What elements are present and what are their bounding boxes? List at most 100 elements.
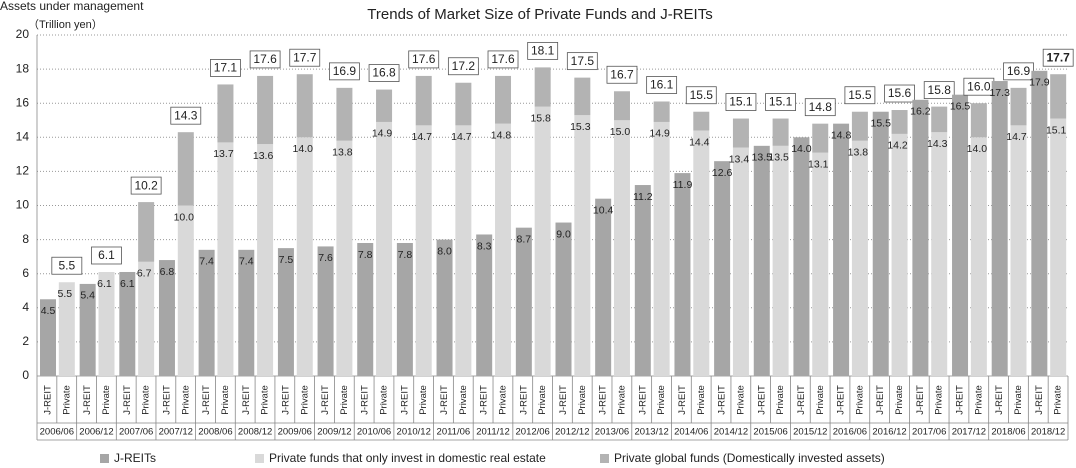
bar — [40, 299, 56, 376]
bar-label: J-REIT — [717, 385, 728, 415]
total-label: 17.7 — [1046, 50, 1070, 64]
x-tick-label: 2006/06 — [40, 427, 74, 438]
x-tick-label: 2007/06 — [119, 427, 153, 438]
x-tick-label: 2007/12 — [159, 427, 193, 438]
value-label: 6.1 — [97, 278, 112, 290]
x-tick-label: 2018/12 — [1031, 427, 1065, 438]
bar — [396, 243, 413, 376]
bar-label: Private — [61, 385, 72, 415]
x-tick-label: 2016/12 — [872, 427, 906, 438]
total-box — [527, 41, 559, 60]
bar — [138, 261, 155, 376]
value-label: 15.0 — [610, 126, 631, 138]
total-box — [844, 86, 876, 105]
x-tick-label: 2015/12 — [793, 427, 827, 438]
bar-label: Private — [934, 385, 945, 415]
bar — [217, 142, 234, 376]
total-box — [289, 48, 321, 67]
value-label: 13.7 — [213, 148, 234, 160]
bar — [891, 110, 908, 134]
bar — [138, 202, 155, 262]
value-label: 9.0 — [556, 228, 571, 240]
total-label: 17.7 — [293, 50, 317, 64]
bar — [872, 111, 889, 376]
value-label: 17.3 — [989, 87, 1010, 99]
value-label: 7.4 — [199, 256, 214, 268]
bar — [851, 140, 868, 376]
x-tick-label: 2011/12 — [476, 427, 510, 438]
total-box — [566, 52, 598, 71]
value-label: 14.0 — [791, 143, 812, 155]
bar-label: Private — [101, 385, 112, 415]
total-label: 16.8 — [372, 66, 396, 80]
bar — [217, 84, 234, 143]
total-box — [329, 62, 360, 81]
bar-label: J-REIT — [241, 385, 252, 415]
bar-label: J-REIT — [122, 385, 133, 415]
bar-label: J-REIT — [439, 385, 450, 415]
bar — [119, 271, 136, 376]
x-tick-label: 2006/12 — [79, 427, 113, 438]
total-box — [170, 106, 202, 125]
value-label: 14.9 — [649, 128, 670, 140]
total-box — [646, 76, 678, 94]
bar — [714, 161, 731, 376]
bar — [79, 283, 96, 376]
bar-label: Private — [379, 385, 390, 415]
value-label: 6.8 — [160, 266, 175, 278]
bar-label: Private — [260, 385, 271, 415]
x-tick-label: 2009/12 — [317, 427, 351, 438]
y-tick-label: 2 — [22, 334, 29, 348]
value-label: 10.4 — [593, 204, 614, 216]
bar — [357, 243, 374, 376]
value-label: 13.5 — [768, 152, 789, 164]
bar-label: J-REIT — [598, 385, 609, 415]
total-label: 17.5 — [571, 54, 595, 68]
total-box — [884, 84, 915, 103]
total-box — [1042, 48, 1074, 67]
bar — [495, 75, 512, 124]
bar — [455, 125, 472, 377]
bar — [436, 239, 453, 376]
value-label: 8.7 — [517, 233, 532, 245]
value-label: 11.2 — [633, 191, 653, 203]
total-label: 16.9 — [333, 64, 357, 78]
bar — [415, 125, 432, 377]
total-label: 17.2 — [452, 59, 476, 73]
bar-label: Private — [1013, 385, 1024, 415]
total-label: 6.1 — [98, 248, 115, 262]
total-box — [447, 57, 479, 76]
bar-label: J-REIT — [201, 385, 212, 415]
bar-label: J-REIT — [915, 385, 926, 415]
total-box — [408, 50, 440, 69]
y-tick-label: 14 — [16, 129, 30, 143]
total-label: 17.6 — [412, 52, 436, 66]
legend-swatch — [255, 454, 264, 463]
legend-swatch — [600, 454, 609, 463]
bar — [1010, 125, 1027, 377]
value-label: 13.8 — [848, 146, 869, 158]
bar-label: Private — [735, 385, 746, 415]
bar — [376, 121, 393, 376]
total-box — [51, 256, 83, 275]
value-label: 13.5 — [752, 152, 773, 164]
total-label: 16.9 — [1007, 64, 1031, 78]
total-label: 15.1 — [729, 95, 753, 109]
bar — [812, 152, 829, 376]
bar — [198, 249, 215, 376]
total-label: 15.6 — [888, 86, 912, 100]
bar-label: J-REIT — [1034, 385, 1045, 415]
x-tick-label: 2012/06 — [516, 427, 550, 438]
x-tick-label: 2018/06 — [991, 427, 1025, 438]
bar — [574, 77, 591, 116]
bar-label: J-REIT — [360, 385, 371, 415]
bar — [336, 87, 353, 141]
value-label: 14.8 — [491, 129, 512, 141]
total-label: 5.5 — [58, 258, 75, 272]
legend-label: Private global funds (Domestically inves… — [614, 451, 885, 465]
bar-label: J-REIT — [994, 385, 1005, 415]
bar-label: Private — [141, 385, 152, 415]
x-tick-label: 2012/12 — [555, 427, 589, 438]
bar — [613, 91, 630, 121]
